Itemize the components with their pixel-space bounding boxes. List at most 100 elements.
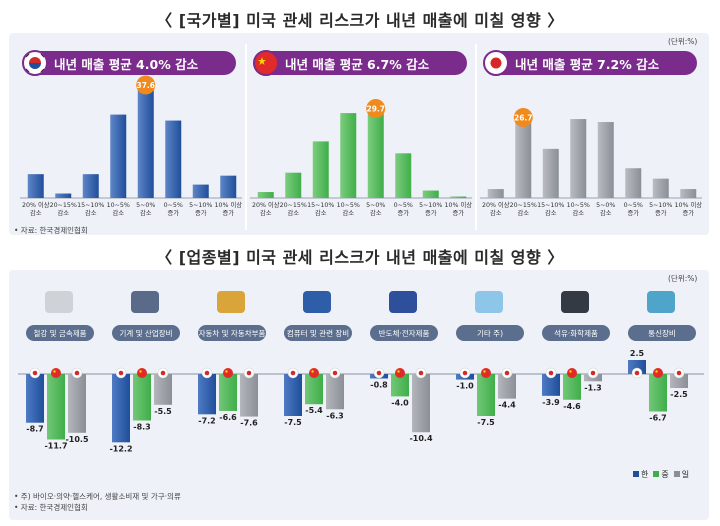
data-label: 37.6 [136,81,155,90]
data-label: 29.7 [366,105,385,114]
x-tick-label: 10~5% [567,202,590,209]
data-label: -5.5 [154,407,172,416]
korea-flag-icon [548,370,554,376]
japan-flag-icon [246,370,252,376]
data-label: -11.7 [44,442,67,451]
bar [395,153,412,198]
panel-divider [245,44,247,230]
bar [422,190,439,198]
x-tick-label: 감소 [545,209,557,217]
bar [137,86,154,198]
x-tick-label: 10% 이상 [444,200,472,209]
legend-japan: 일 [673,469,689,480]
category-label: 철강 및 금속제품 [26,325,94,341]
bar [515,118,532,198]
bar [412,374,430,433]
china-flag-icon [51,368,61,378]
data-label: -5.4 [305,406,323,415]
x-tick-label: 감소 [572,209,584,217]
bar [542,148,559,198]
category-label: 자동차 및 자동차부품 [198,325,266,341]
korea-flag-icon [22,50,48,76]
korea-flag-icon [634,370,640,376]
bar [312,141,329,198]
x-tick-label: 감소 [112,209,124,217]
china-flag-icon [481,368,491,378]
x-tick-label: 감소 [600,209,612,217]
category-icon [561,291,589,313]
japan-average-pill: 내년 매출 평균 7.2% 감소 [483,50,697,76]
data-label: -2.5 [670,390,688,399]
korea-flag-icon [118,370,124,376]
data-label: -10.5 [65,435,88,444]
x-tick-label: 20% 이상 [252,200,280,209]
bar [110,114,127,198]
x-tick-label: 5~10% [189,202,212,209]
data-label: -7.5 [477,418,495,427]
korea-flag-icon [462,370,468,376]
bar [26,374,44,423]
x-tick-label: 증가 [452,208,464,217]
japan-flag-icon [160,370,166,376]
china-flag-icon [309,368,319,378]
data-label: -10.4 [409,434,432,443]
panel-divider [475,44,477,230]
x-tick-label: 증가 [397,208,409,217]
bar [670,374,688,388]
x-tick-label: 증가 [627,208,639,217]
highlight-marker [366,99,386,119]
x-tick-label: 0~5% [624,202,643,209]
x-tick-label: 증가 [425,208,437,217]
x-tick-label: 감소 [490,209,502,217]
x-tick-label: 증가 [222,208,234,217]
x-tick-label: 증가 [682,208,694,217]
bar [154,374,172,405]
x-tick-label: 10~5% [337,202,360,209]
data-label: -7.2 [198,416,216,425]
bar [165,120,182,198]
bar [570,119,587,198]
japan-flag-icon [483,50,509,76]
x-tick-label: 5~0% [366,202,385,209]
bar [68,374,86,433]
category-icon [389,291,417,313]
bar [220,175,237,198]
bar [198,374,216,415]
bar [192,184,209,198]
x-tick-label: 0~5% [164,202,183,209]
bar [563,374,581,400]
data-label: -4.4 [498,401,516,410]
bar [391,374,409,397]
category-label: 컴퓨터 및 관련 장비 [284,325,352,341]
country-unit-label: (단위:%) [668,37,698,46]
china-flag-icon [253,50,279,76]
x-tick-label: 5~0% [136,202,155,209]
bar [284,374,302,416]
legend-korea: 한 [633,469,648,480]
data-label: -6.7 [649,414,667,423]
highlight-marker [513,107,533,127]
china-flag-icon [395,368,405,378]
x-tick-label: 증가 [655,208,667,217]
x-tick-label: 20% 이상 [22,200,50,209]
category-icon [647,291,675,313]
data-label: -7.6 [240,419,258,428]
x-tick-label: 10~5% [107,202,130,209]
category-label: 통신장비 [628,325,696,341]
category-label: 기계 및 산업장비 [112,325,180,341]
japan-flag-icon [676,370,682,376]
country-bar-chart: 20% 이상감소20~15%감소15~10%감소10~5%감소5~0%감소37.… [20,75,702,217]
japan-flag-icon [418,370,424,376]
bar [240,374,258,417]
data-label: -12.2 [109,444,132,453]
category-icon [131,291,159,313]
x-tick-label: 감소 [517,209,529,217]
x-tick-label: 증가 [195,208,207,217]
china-flag-icon [653,368,663,378]
data-label: -6.6 [219,413,237,422]
data-label: -3.9 [542,398,560,407]
china-flag-icon [311,370,314,373]
industry-chart-title: 〈 [업종별] 미국 관세 리스크가 내년 매출에 미칠 영향 〉 [156,248,564,267]
x-tick-label: 증가 [167,208,179,217]
highlight-marker [136,75,156,95]
